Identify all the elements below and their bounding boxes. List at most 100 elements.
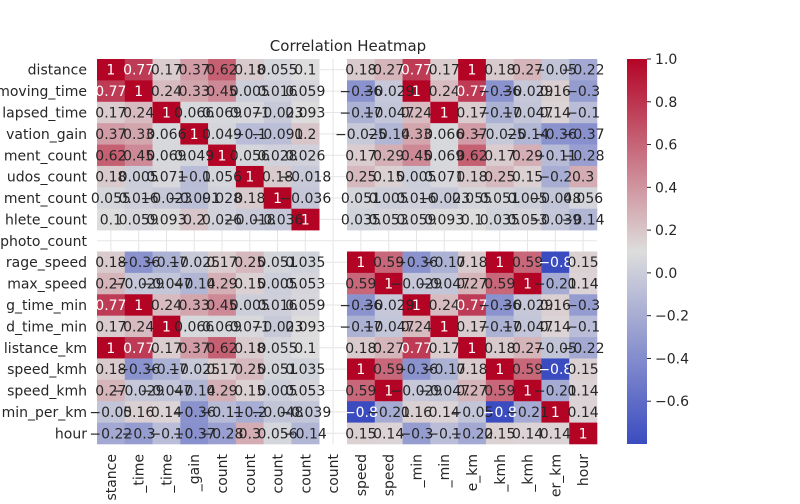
heatmap-cell xyxy=(263,144,292,167)
cell-value-label: −0.048 xyxy=(529,191,581,207)
cell-value-label: −0.36 xyxy=(117,255,160,271)
cell-value-label: 0.17 xyxy=(206,362,237,378)
heatmap-cell xyxy=(235,315,264,338)
cell-value-label: −0.36 xyxy=(534,127,577,143)
heatmap-cell xyxy=(374,251,403,274)
cell-value-label: −0.37 xyxy=(562,127,605,143)
cell-value-label: 0.005 xyxy=(258,277,298,293)
heatmap-cell xyxy=(541,358,570,381)
cell-value-label: 1 xyxy=(134,84,143,100)
heatmap-cell xyxy=(374,337,403,359)
row-tick-label: ment_count xyxy=(4,191,88,207)
heatmap-cells xyxy=(97,59,598,445)
heatmap-cell xyxy=(458,101,487,124)
cell-value-label: 0.17 xyxy=(456,105,487,121)
heatmap-cell xyxy=(430,165,459,188)
heatmap-cell xyxy=(180,315,209,338)
heatmap-cell xyxy=(235,251,264,274)
heatmap-cell xyxy=(485,401,514,423)
cell-value-label: 0.37 xyxy=(179,341,210,357)
cell-value-label: 0.056 xyxy=(202,170,242,186)
row-tick-label: speed_kmh xyxy=(7,384,87,400)
cell-value-label: 0.17 xyxy=(456,319,487,335)
cell-value-label: −0.047 xyxy=(418,277,470,293)
cell-value-label: −0.17 xyxy=(339,105,382,121)
heatmap-cell xyxy=(430,379,459,402)
cell-value-label: 0.053 xyxy=(285,384,325,400)
cell-value-label: −0.36 xyxy=(478,84,521,100)
heatmap-cell xyxy=(569,59,598,81)
heatmap-cell xyxy=(263,165,292,188)
heatmap-cell xyxy=(347,401,376,423)
heatmap-cell xyxy=(430,123,459,145)
cell-value-label: 0.3 xyxy=(239,426,261,442)
cell-value-label: 1 xyxy=(551,405,560,421)
heatmap-cell xyxy=(235,208,264,231)
heatmap-cell xyxy=(402,401,431,423)
cell-value-label: −0.3 xyxy=(399,426,433,442)
cell-value-label: 0.37 xyxy=(95,127,126,143)
heatmap-cell xyxy=(97,337,126,359)
heatmap-cell xyxy=(291,80,320,103)
cell-value-label: −0.17 xyxy=(423,362,466,378)
cell-value-label: −0.2 xyxy=(538,170,572,186)
row-tick-label: lapsed_time xyxy=(2,105,87,121)
heatmap-cell xyxy=(208,358,237,381)
cell-value-label: 0.14 xyxy=(512,426,543,442)
cell-value-label: 0.026 xyxy=(202,212,242,228)
heatmap-cell xyxy=(347,144,376,167)
cell-value-label: −0.14 xyxy=(173,384,216,400)
heatmap-cell xyxy=(402,379,431,402)
cell-value-label: −0.2 xyxy=(233,405,267,421)
cell-value-label: 0.24 xyxy=(151,298,182,314)
column-tick-label: e_km xyxy=(465,454,481,491)
heatmap-cell xyxy=(263,315,292,338)
cell-value-label: 0.071 xyxy=(146,170,186,186)
cell-value-label: −0.018 xyxy=(279,170,331,186)
cell-value-label: 0.24 xyxy=(429,84,460,100)
heatmap-cell xyxy=(208,315,237,338)
heatmap-cell xyxy=(291,294,320,316)
cell-value-label: −0.025 xyxy=(168,362,220,378)
heatmap-cell xyxy=(124,379,153,402)
cell-value-label: 0.066 xyxy=(174,319,214,335)
heatmap-cell xyxy=(569,272,598,295)
cell-value-label: 1 xyxy=(468,341,477,357)
cell-value-label: 0.059 xyxy=(285,84,325,100)
cell-value-label: 0.093 xyxy=(285,319,325,335)
row-tick-label: vation_gain xyxy=(6,127,87,143)
heatmap-cell xyxy=(208,337,237,359)
heatmap-cell xyxy=(541,123,570,145)
heatmap-cell xyxy=(485,358,514,381)
cell-value-label: 0.29 xyxy=(512,148,543,164)
cell-value-label: 0.18 xyxy=(234,63,265,79)
heatmap-cell xyxy=(124,59,153,81)
heatmap-cell xyxy=(430,401,459,423)
cell-value-label: 0.59 xyxy=(512,362,543,378)
heatmap-cell xyxy=(374,358,403,381)
cell-value-label: 0.62 xyxy=(456,148,487,164)
heatmap-cell xyxy=(430,59,459,81)
row-labels: distance moving_time lapsed_time vation_gai… xyxy=(0,63,88,443)
heatmap-cell xyxy=(402,358,431,381)
heatmap-cell xyxy=(291,144,320,167)
heatmap-cell xyxy=(97,422,126,445)
cell-value-label: −0.048 xyxy=(252,405,304,421)
heatmap-cell xyxy=(541,144,570,167)
heatmap-cell xyxy=(124,401,153,423)
heatmap-cell xyxy=(152,315,181,338)
cell-value-label: 0.25 xyxy=(484,170,515,186)
cell-value-label: 0.18 xyxy=(456,255,487,271)
heatmap-cell xyxy=(374,422,403,445)
cell-value-label: −0.11 xyxy=(201,405,244,421)
heatmap-cell xyxy=(124,208,153,231)
heatmap-cell xyxy=(485,144,514,167)
heatmap-cell xyxy=(513,208,542,231)
cell-value-label: −0.1 xyxy=(177,170,211,186)
cell-value-label: 0.15 xyxy=(345,426,376,442)
cell-value-label: 0.16 xyxy=(123,405,154,421)
cell-value-label: 0.059 xyxy=(396,212,436,228)
heatmap-cell xyxy=(458,251,487,274)
heatmap-cell xyxy=(541,59,570,81)
row-tick-label: max_speed xyxy=(7,277,87,293)
